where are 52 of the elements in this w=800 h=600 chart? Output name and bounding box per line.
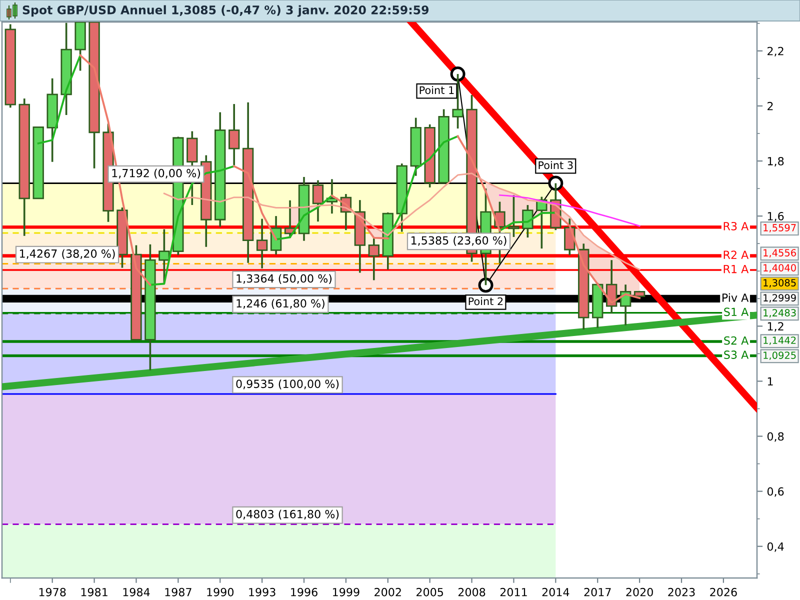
chart-title: Spot GBP/USD Annuel 1,3085 (-0,47 %) 3 janv. 2020 22:59:59: [22, 5, 429, 17]
data-label: 1,5597: [764, 224, 796, 232]
data-label: 1,1442: [764, 336, 796, 345]
annotation: Point 3: [538, 161, 573, 170]
x-tick-label: 2026: [710, 588, 737, 596]
x-tick-label: 1990: [207, 588, 234, 596]
annotation: 1,7192 (0,00 %): [112, 168, 200, 179]
x-tick-label: 2014: [542, 588, 570, 596]
x-tick-label: 2008: [458, 588, 486, 596]
y-tick-label: 0,8: [767, 432, 784, 442]
text: 1,3085: [764, 279, 796, 288]
x-tick-label: 2020: [626, 588, 653, 596]
y-tick-label: 1,2: [768, 322, 784, 332]
x-tick-label: 2005: [416, 588, 443, 596]
annotation: 1,4267 (38,20 %): [20, 249, 115, 260]
x-tick-label: 1987: [165, 588, 192, 596]
series-label: Piv A: [722, 293, 749, 302]
y-tick-label: 0,4: [767, 542, 784, 552]
series-label: S3 A: [724, 350, 749, 359]
y-tick-label: 0,6: [767, 487, 784, 497]
series-label: R3 A: [724, 222, 749, 230]
y-tick-label: 1,8: [768, 156, 784, 167]
annotation: 0,9535 (100,00 %): [236, 379, 339, 390]
y-tick-label: 2: [768, 102, 773, 110]
y-tick-label: 1: [768, 377, 773, 386]
data-label: 1,4040: [764, 264, 796, 272]
series-label: S1 A: [724, 308, 749, 316]
y-tick-label: 2,2: [768, 46, 784, 56]
x-tick-label: 2002: [374, 588, 401, 596]
x-tick-label: 1981: [81, 588, 108, 596]
annotation: Point 1: [420, 86, 454, 94]
annotation: 1,3364 (50,00 %): [236, 274, 332, 284]
data-label: 1,4556: [764, 249, 796, 258]
x-tick-label: 1999: [333, 588, 360, 596]
data-label: 1,2999: [764, 294, 796, 302]
annotation: 0,4803 (161,80 %): [236, 510, 339, 520]
x-tick-label: 1978: [39, 588, 66, 596]
annotation: Point 2: [468, 297, 503, 306]
x-tick-label: 2023: [668, 588, 695, 596]
annotation: 1,246 (61,80 %): [236, 298, 324, 309]
data-label: 1,2483: [764, 309, 796, 318]
data-label: 1,0925: [764, 352, 796, 360]
annotation: 1,5385 (23,60 %): [411, 236, 506, 246]
x-tick-label: 2011: [500, 588, 527, 596]
series-label: R1 A: [724, 264, 749, 274]
x-tick-label: 1993: [249, 588, 276, 596]
series-label: S2 A: [724, 336, 749, 345]
x-tick-label: 1984: [123, 588, 150, 596]
x-tick-label: 2017: [584, 588, 611, 596]
series-label: R2 A: [724, 250, 749, 259]
x-tick-label: 1996: [291, 588, 318, 596]
y-tick-label: 1,6: [768, 212, 784, 222]
